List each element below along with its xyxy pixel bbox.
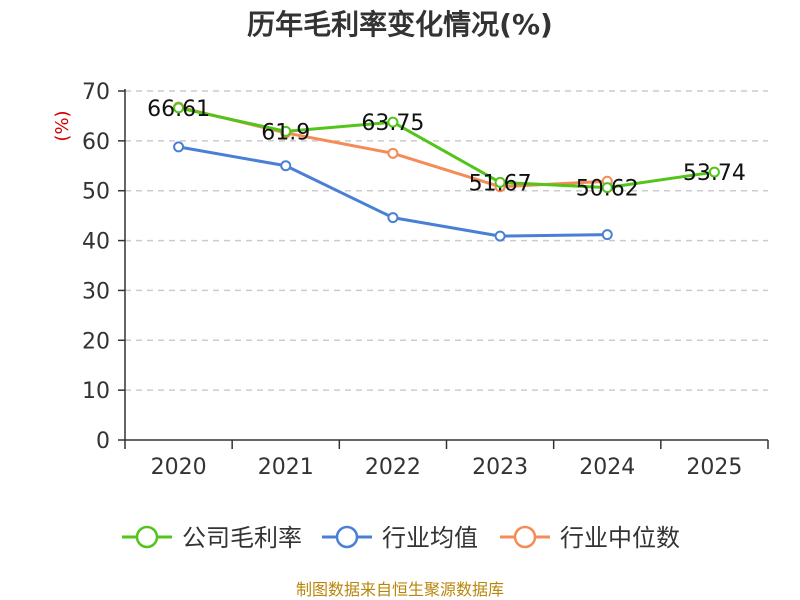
data-point [601,182,613,194]
data-point [173,102,185,114]
axes: 0 10 20 30 40 50 60 70 2020 2021 2022 2023 2024 2025 [82,80,769,480]
data-point [708,166,720,178]
y-axis-unit: (%) [52,110,73,141]
x-tick-label: 2020 [151,455,207,480]
y-tick-label: 60 [82,130,110,155]
y-tick-label: 70 [82,80,110,105]
data-point [387,147,399,159]
data-label: 51.67 [469,171,532,196]
legend-label: 行业中位数 [560,524,680,552]
legend-label: 行业均值 [382,524,478,552]
grid-lines [125,90,768,391]
x-tick-label: 2022 [365,455,421,480]
legend-marker-icon [135,525,159,549]
legend-label: 公司毛利率 [182,524,302,552]
x-tick-label: 2024 [579,455,635,480]
data-label: 61.9 [261,120,310,145]
data-point [280,160,292,172]
data-labels: 66.61 61.9 63.75 51.67 50.62 53.74 [147,97,746,202]
data-label: 66.61 [147,97,210,122]
y-tick-label: 50 [82,180,110,205]
x-tick-label: 2025 [686,455,742,480]
data-point [387,116,399,128]
legend: 公司毛利率 行业均值 行业中位数 [122,524,680,552]
data-point [173,141,185,153]
data-point [494,230,506,242]
data-point [494,176,506,188]
y-tick-label: 20 [82,329,110,354]
data-label: 53.74 [683,161,746,186]
series-group [173,101,720,242]
data-label: 50.62 [576,177,639,202]
data-point [280,125,292,137]
data-point [601,229,613,241]
series-line-0 [178,106,715,190]
legend-marker-icon [513,525,537,549]
data-label: 63.75 [361,111,424,136]
data-point [387,212,399,224]
y-tick-label: 10 [82,379,110,404]
source-note: 制图数据来自恒生聚源数据库 [296,580,504,599]
chart-title: 历年毛利率变化情况(%) [247,8,553,41]
x-tick-label: 2023 [472,455,528,480]
y-tick-label: 0 [96,429,110,454]
x-tick-label: 2021 [258,455,314,480]
legend-marker-icon [335,525,359,549]
y-tick-label: 40 [82,230,110,255]
y-tick-label: 30 [82,279,110,304]
